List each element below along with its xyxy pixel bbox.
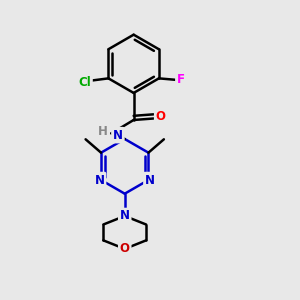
Text: N: N bbox=[145, 173, 155, 187]
Text: N: N bbox=[120, 209, 130, 223]
Text: O: O bbox=[120, 242, 130, 255]
Text: N: N bbox=[94, 173, 105, 187]
Text: H: H bbox=[98, 125, 108, 138]
Text: Cl: Cl bbox=[78, 76, 91, 89]
Text: O: O bbox=[156, 110, 166, 123]
Text: N: N bbox=[113, 129, 123, 142]
Text: F: F bbox=[177, 74, 185, 86]
